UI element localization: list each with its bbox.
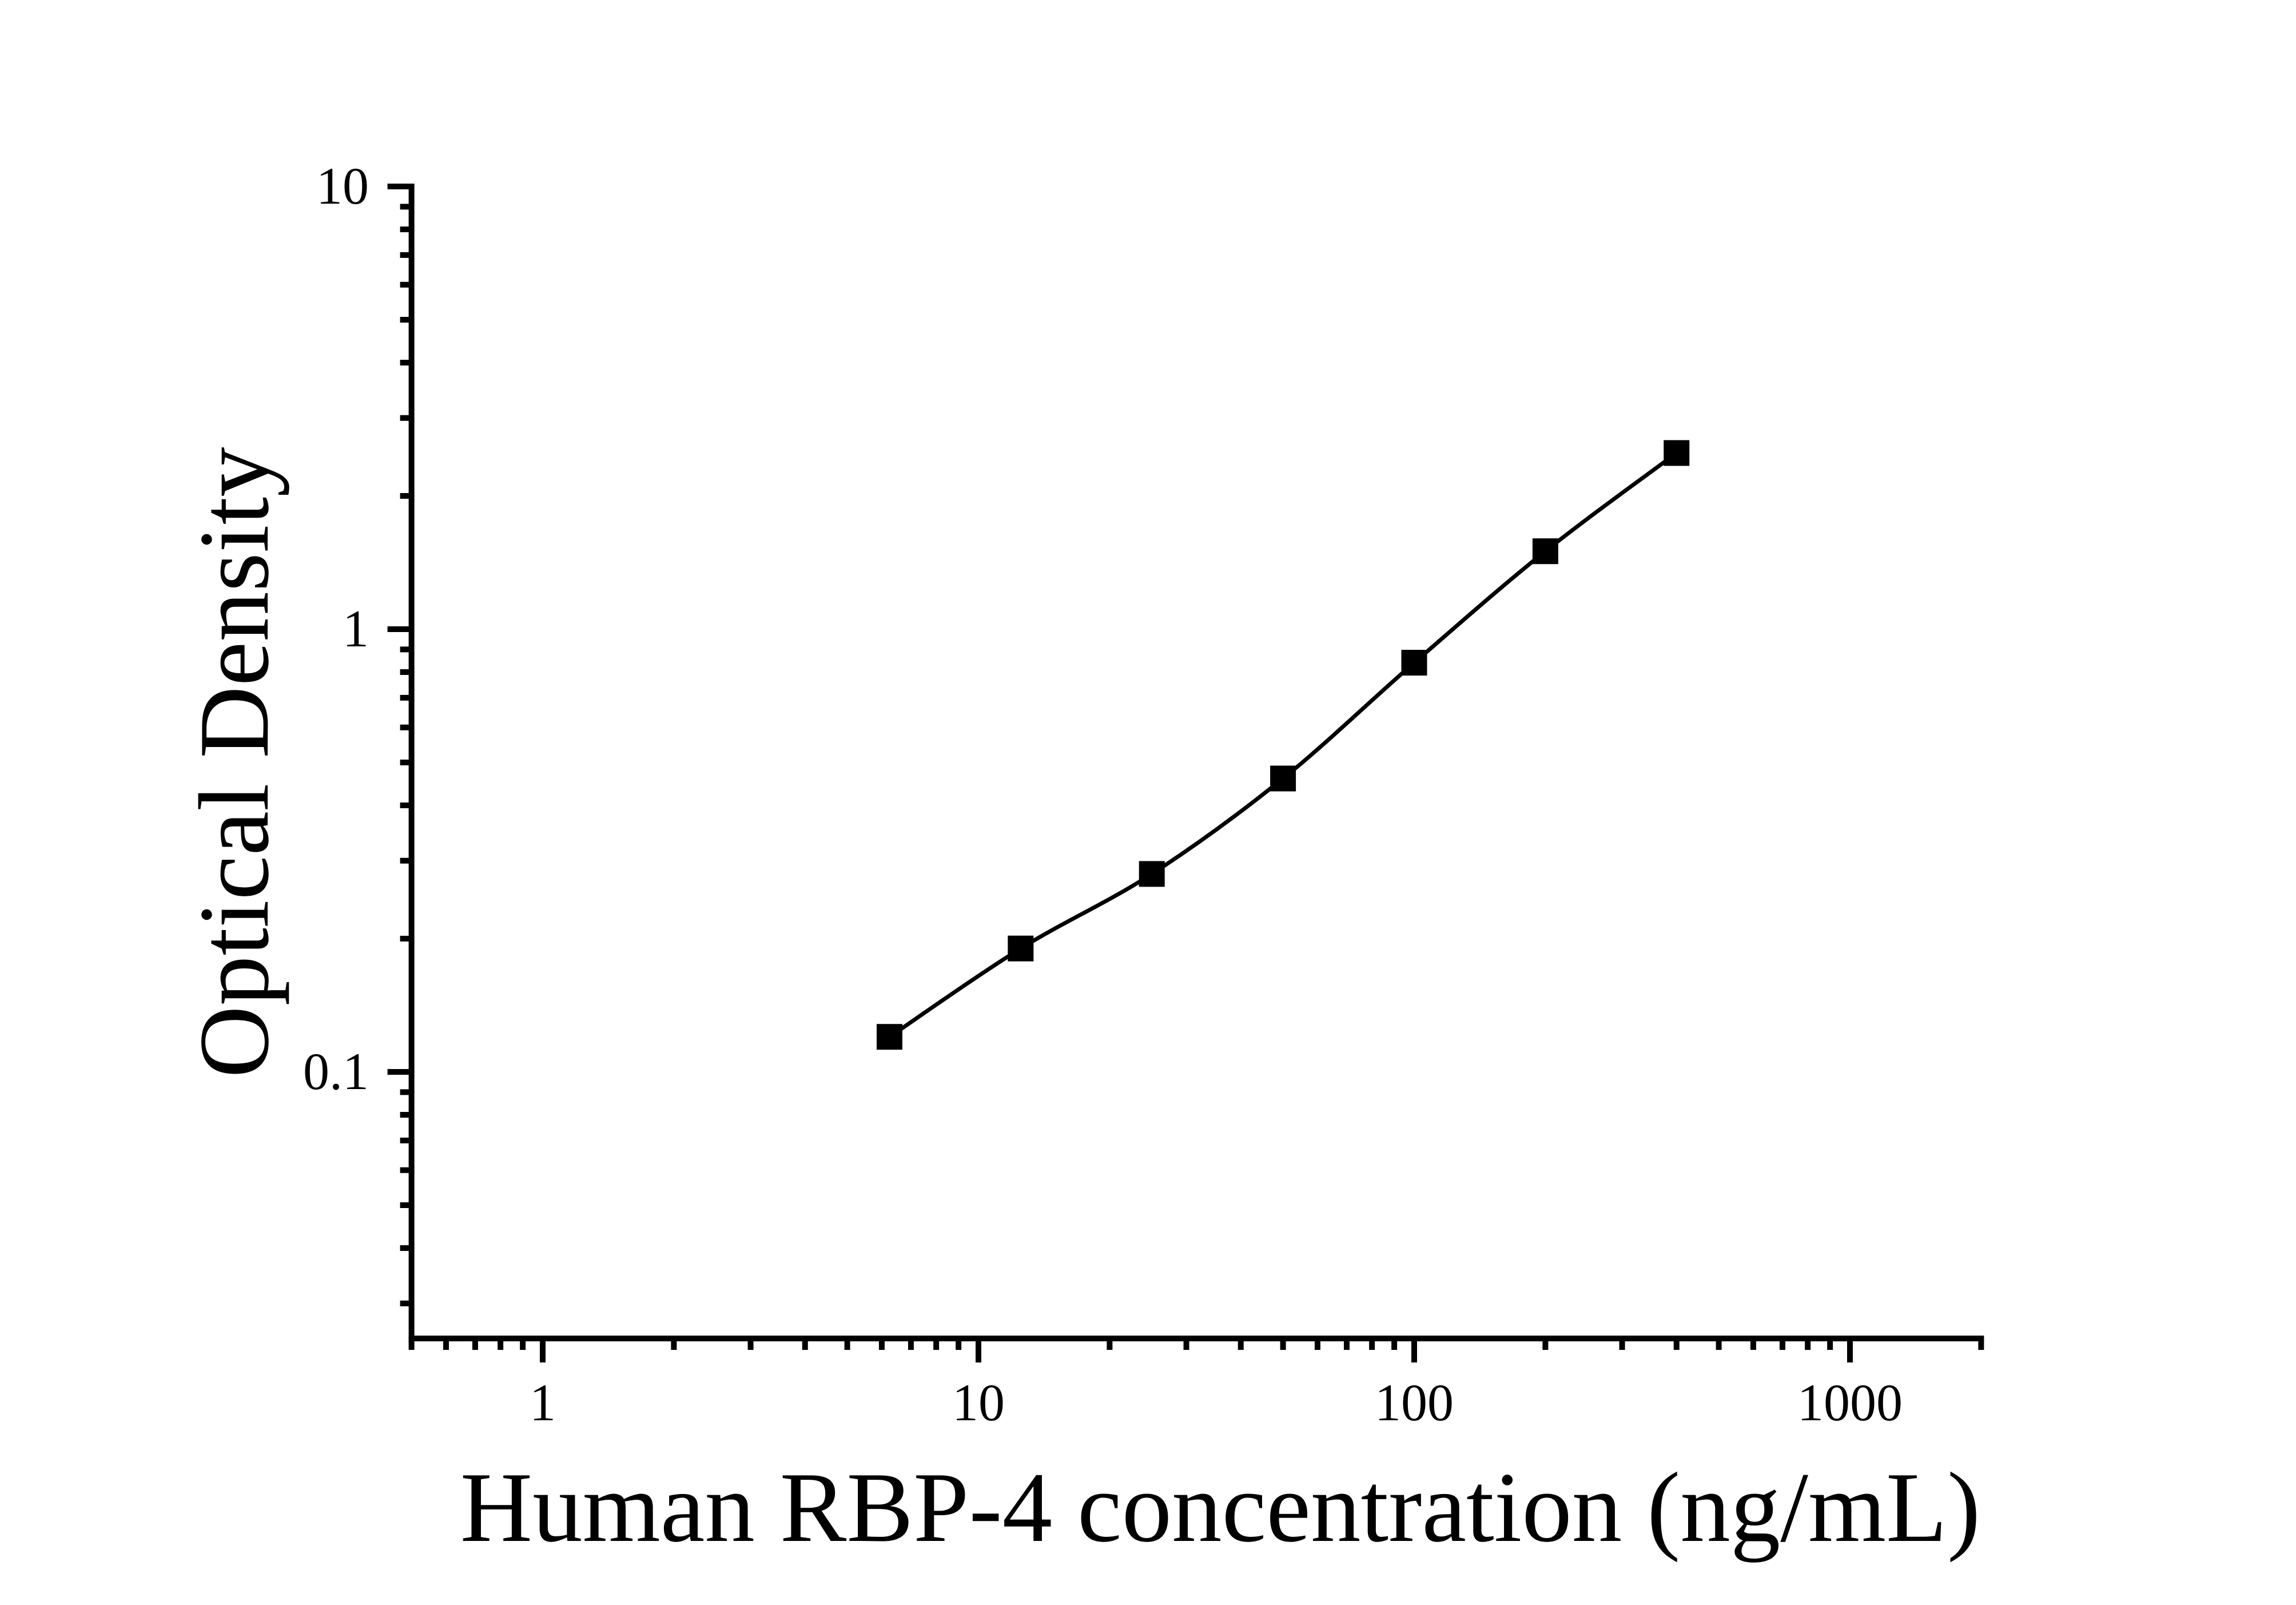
x-axis-tick-label: 1000	[1797, 1373, 1903, 1432]
data-point-marker	[1008, 935, 1034, 962]
x-axis-tick-label: 1	[530, 1373, 556, 1432]
data-point-marker	[1664, 440, 1690, 466]
data-point-marker	[1401, 650, 1427, 676]
data-point-marker	[876, 1024, 902, 1050]
x-axis-tick-label: 10	[952, 1373, 1005, 1432]
x-axis-title: Human RBP-4 concentration (ng/mL)	[460, 1452, 1981, 1563]
x-axis-tick-label: 100	[1375, 1373, 1454, 1432]
y-axis-tick-label: 10	[316, 157, 369, 215]
y-axis-tick-label: 1	[343, 599, 369, 658]
y-axis-title: Optical Density	[178, 447, 289, 1078]
data-point-marker	[1532, 538, 1558, 565]
data-point-marker	[1270, 765, 1296, 792]
data-point-marker	[1139, 861, 1165, 887]
series-layer	[876, 440, 1690, 1050]
axes-layer: 1 10 100 1000 0.1 1 10	[303, 157, 1984, 1432]
y-axis-tick-label: 0.1	[303, 1042, 369, 1101]
fit-curve	[888, 451, 1678, 1039]
